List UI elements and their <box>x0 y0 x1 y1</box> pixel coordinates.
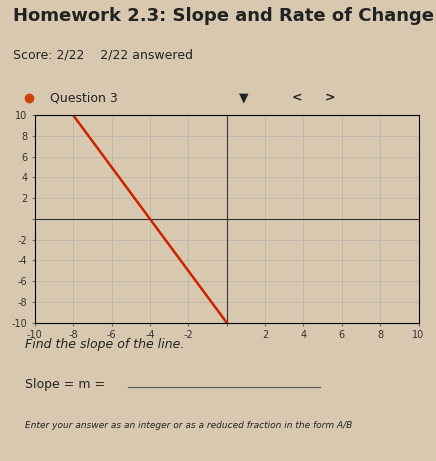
Text: Find the slope of the line.: Find the slope of the line. <box>25 338 185 351</box>
Text: ▼: ▼ <box>238 91 248 105</box>
Text: >: > <box>324 91 335 105</box>
Text: Slope = m =: Slope = m = <box>25 378 106 391</box>
Text: Homework 2.3: Slope and Rate of Change: Homework 2.3: Slope and Rate of Change <box>13 6 434 24</box>
Text: Score: 2/22    2/22 answered: Score: 2/22 2/22 answered <box>13 48 193 61</box>
Text: Enter your answer as an integer or as a reduced fraction in the form A/B: Enter your answer as an integer or as a … <box>25 421 353 430</box>
Text: Question 3: Question 3 <box>50 91 118 105</box>
Text: <: < <box>292 91 302 105</box>
